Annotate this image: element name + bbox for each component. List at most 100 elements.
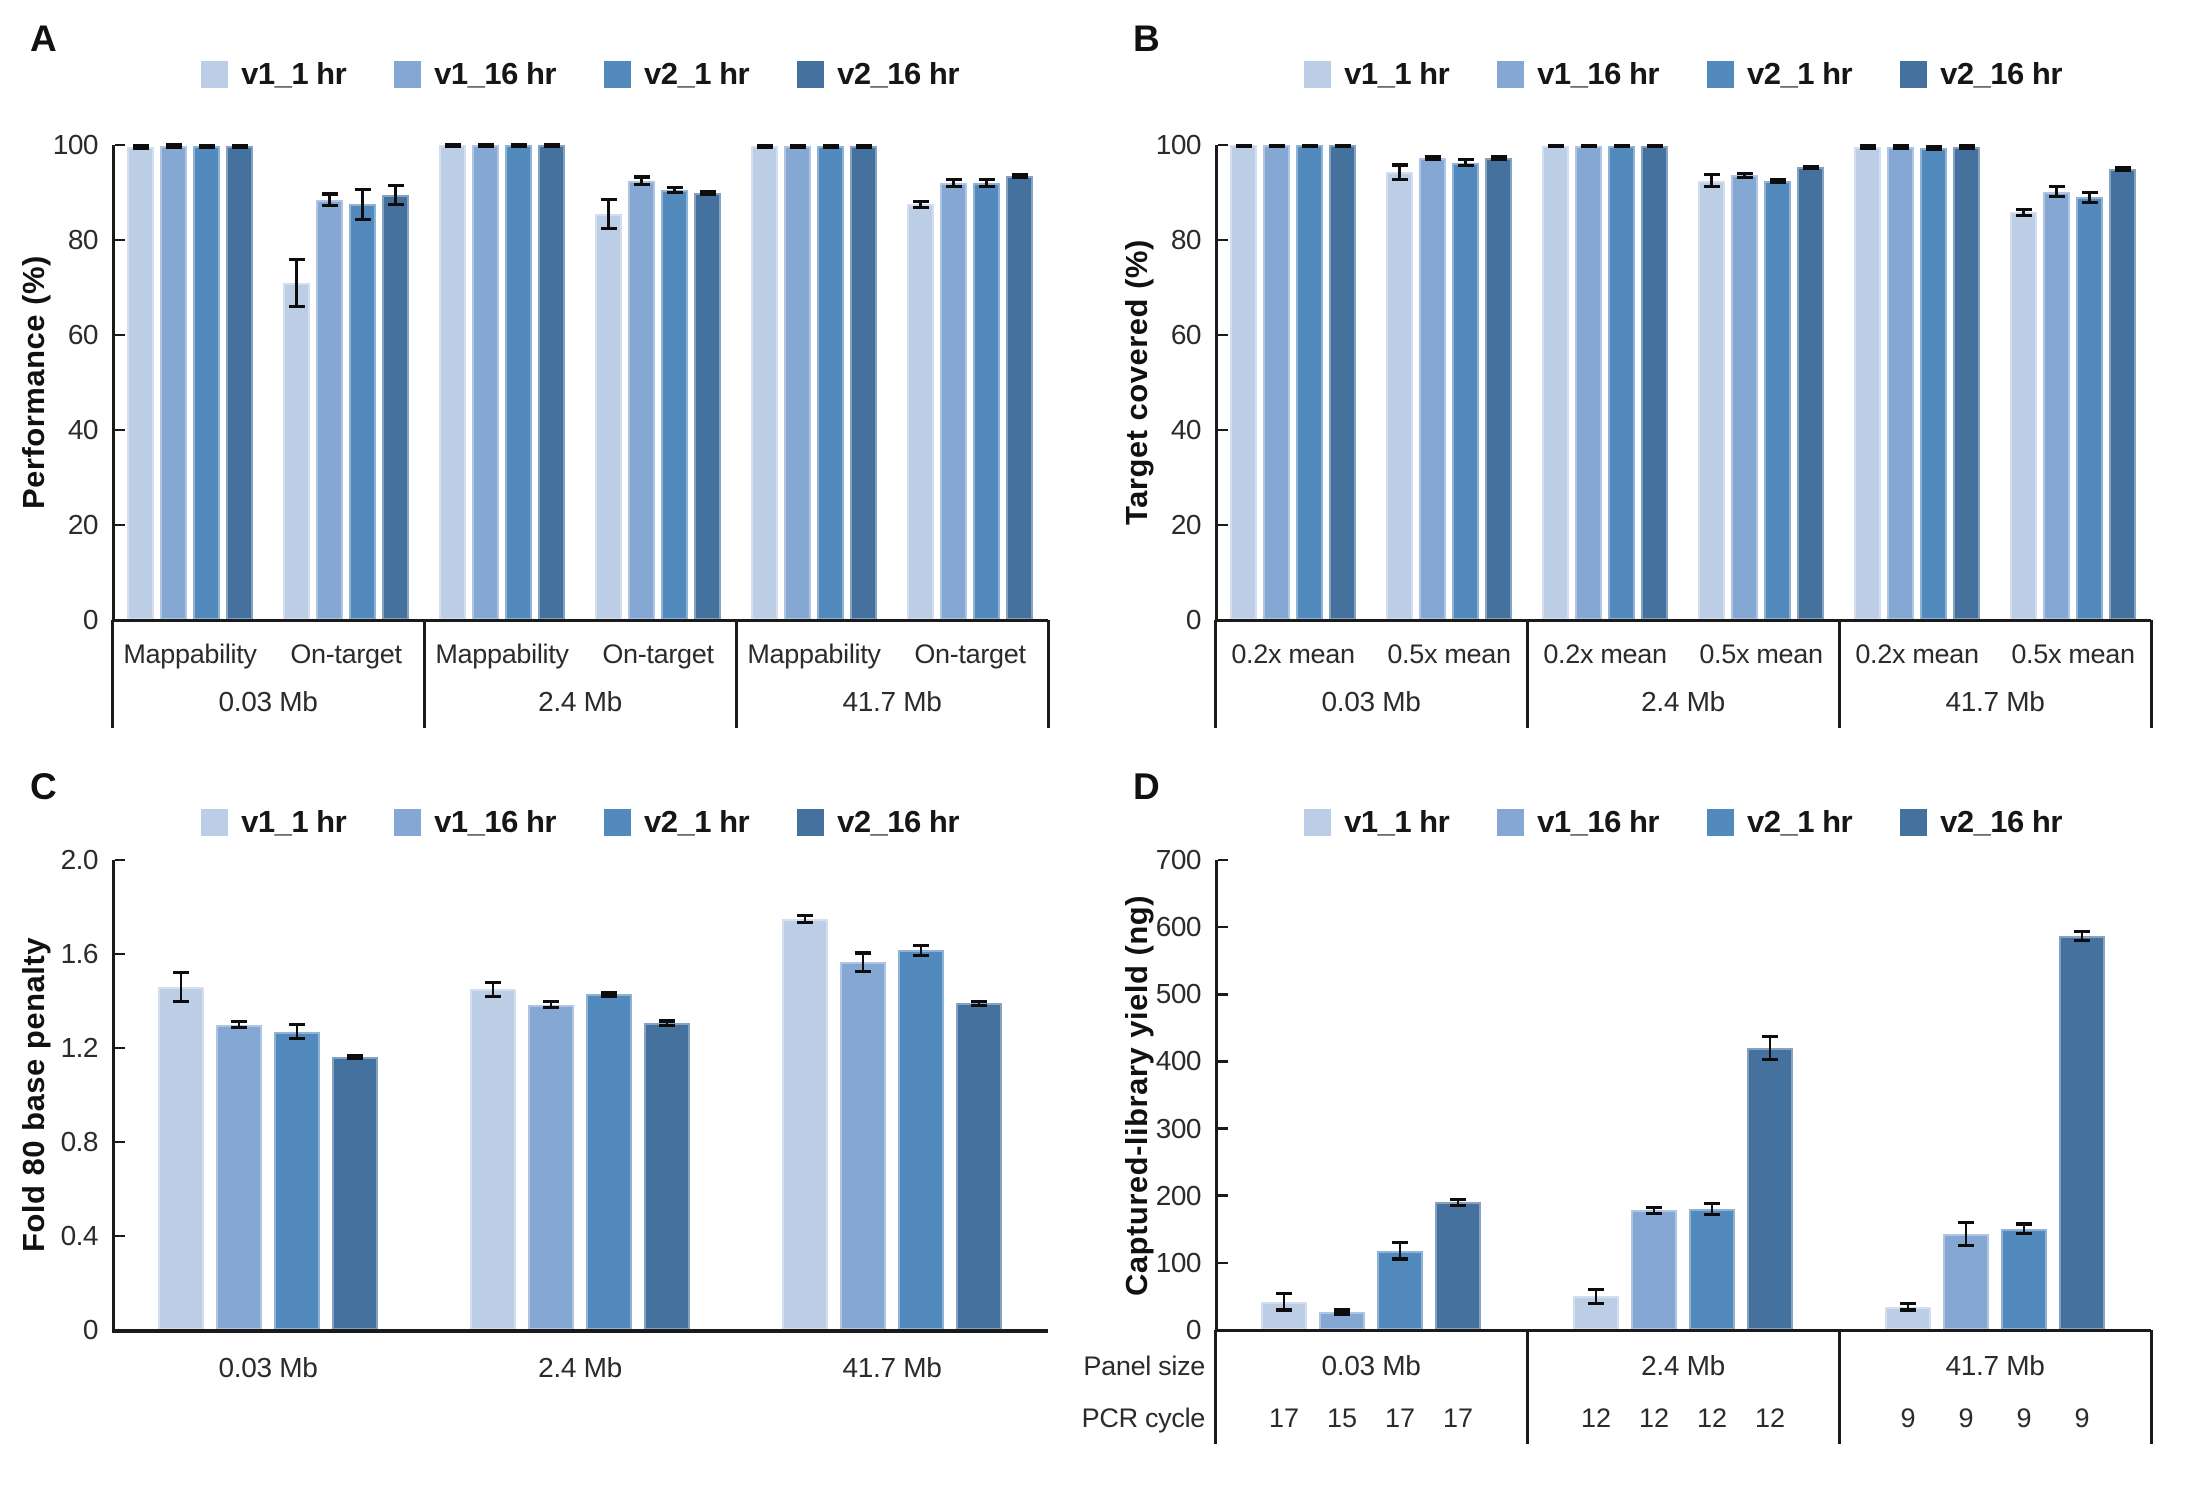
y-tick: [1218, 428, 1228, 432]
panel-size-label: 2.4 Mb: [538, 1352, 622, 1383]
error-bar-cap-bottom: [978, 185, 995, 189]
section-divider: [423, 620, 426, 728]
y-tick: [115, 1140, 125, 1144]
error-bar-cap-bottom: [543, 1005, 559, 1010]
error-bar-cap-bottom: [1588, 1301, 1604, 1305]
subgroup-label: On-target: [602, 639, 714, 669]
bar: [1319, 1311, 1365, 1330]
y-tick: [1218, 143, 1228, 147]
error-bar-cap-bottom: [1646, 1211, 1662, 1215]
legend: v1_1 hr v1_16 hr v2_1 hr v2_16 hr: [112, 54, 1048, 94]
error-bar: [861, 952, 865, 972]
legend-item: v1_1 hr: [201, 56, 347, 92]
error-bar-cap-bottom: [198, 145, 215, 150]
bar: [940, 183, 967, 620]
error-bar: [179, 972, 183, 1001]
legend-item: v2_1 hr: [1707, 804, 1853, 840]
bar: [1887, 146, 1914, 620]
y-tick-label: 80: [1170, 224, 1202, 255]
panel-letter: A: [30, 18, 57, 59]
y-tick-label: 100: [1155, 1246, 1202, 1278]
legend-swatch: [1900, 808, 1928, 836]
x-axis-line: [112, 1328, 1048, 1333]
bar: [956, 1003, 1002, 1330]
legend-swatch: [604, 808, 631, 836]
y-tick: [1218, 1194, 1228, 1197]
error-bar-cap-bottom: [2015, 214, 2032, 218]
section-divider: [2150, 1330, 2153, 1444]
y-tick-label: 100: [1155, 129, 1202, 160]
subgroup-label: 0.2x mean: [1855, 639, 1979, 669]
bar: [661, 190, 688, 620]
legend-label: v1_16 hr: [1537, 804, 1659, 839]
error-bar: [985, 179, 988, 187]
error-bar-cap-bottom: [2048, 194, 2065, 198]
error-bar-cap-bottom: [231, 1025, 247, 1029]
y-tick: [115, 143, 125, 147]
y-tick: [115, 333, 125, 337]
error-bar-cap-bottom: [354, 218, 371, 222]
bar: [1943, 1233, 1989, 1330]
error-bar-cap-bottom: [699, 192, 716, 196]
error-bar-cap-bottom: [321, 203, 338, 207]
error-bar-cap-top: [231, 1020, 247, 1024]
y-axis-title: Performance (%): [16, 255, 51, 510]
x-axis-line: [112, 618, 1048, 622]
legend-item: v2_16 hr: [797, 804, 959, 840]
legend-label: v2_16 hr: [837, 804, 959, 839]
error-bar-cap-top: [1011, 172, 1028, 177]
error-bar: [1906, 1303, 1910, 1310]
y-tick: [1218, 1060, 1228, 1063]
error-bar: [977, 1001, 981, 1006]
error-bar-cap-top: [855, 951, 871, 955]
error-bar: [1398, 1242, 1402, 1259]
bar: [158, 986, 204, 1330]
error-bar: [295, 1024, 299, 1039]
legend-swatch: [797, 808, 825, 836]
error-bar-cap-top: [485, 980, 501, 984]
error-bar-cap-bottom: [444, 144, 461, 148]
legend-swatch: [1707, 60, 1734, 88]
x-axis-line: [1215, 1328, 2151, 1332]
legend-swatch: [1304, 60, 1332, 88]
y-tick-label: 60: [1170, 319, 1202, 350]
legend-label: v1_16 hr: [1537, 56, 1659, 91]
error-bar-cap-bottom: [1646, 144, 1663, 149]
error-bar-cap-bottom: [1802, 166, 1819, 170]
legend-item: v2_16 hr: [797, 56, 959, 92]
y-tick-label: 40: [1170, 414, 1202, 445]
error-bar-cap-bottom: [666, 191, 683, 195]
legend-item: v1_1 hr: [1304, 804, 1450, 840]
y-tick-label: 0: [82, 1314, 99, 1345]
error-bar-cap-bottom: [855, 970, 871, 974]
legend-label: v1_1 hr: [241, 804, 347, 839]
error-bar-cap-bottom: [1703, 185, 1720, 189]
y-tick: [1218, 1127, 1228, 1130]
panel-size-label: 2.4 Mb: [1641, 1350, 1725, 1381]
legend-swatch: [797, 60, 825, 88]
panel-letter: B: [1133, 18, 1160, 59]
legend-label: v2_16 hr: [1940, 804, 2062, 839]
error-bar-cap-top: [913, 944, 929, 948]
y-tick-label: 60: [67, 319, 99, 350]
panel-size-label: 41.7 Mb: [1945, 686, 2045, 717]
error-bar-cap-top: [288, 257, 305, 261]
bar: [644, 1023, 690, 1330]
section-divider: [1047, 620, 1050, 728]
error-bar: [607, 199, 610, 229]
error-bar-cap-top: [1802, 164, 1819, 169]
bar: [160, 145, 187, 620]
panel-size-label: 0.03 Mb: [218, 1352, 318, 1383]
error-bar-cap-top: [971, 999, 987, 1004]
legend-label: v1_1 hr: [1344, 56, 1450, 91]
y-axis-title: Fold 80 base penalty: [16, 937, 51, 1253]
error-bar-cap-bottom: [633, 182, 650, 187]
bar: [1006, 175, 1033, 620]
error-bar: [919, 945, 923, 956]
error-bar-cap-bottom: [1334, 144, 1351, 148]
error-bar-cap-bottom: [165, 145, 182, 150]
error-bar-cap-top: [2048, 185, 2065, 189]
y-tick: [1218, 993, 1228, 996]
error-bar-cap-bottom: [1011, 175, 1028, 179]
error-bar-cap-bottom: [1769, 181, 1786, 185]
